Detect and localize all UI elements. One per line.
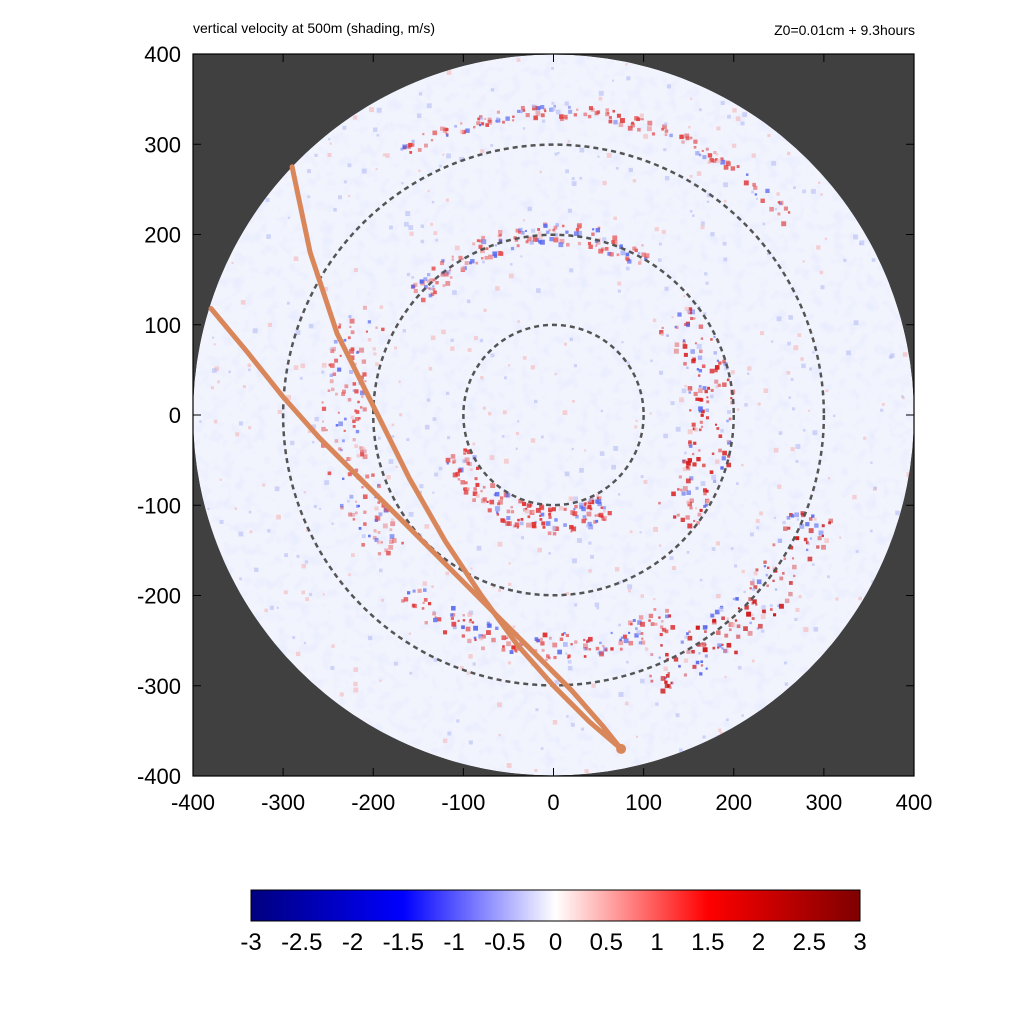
colorbar-tick-label: -2 [342,929,363,956]
y-tick-label: 100 [144,313,181,338]
x-tick-label: 200 [715,790,752,815]
velocity-field [193,54,914,776]
x-tick-label: -200 [351,790,395,815]
colorbar-tick-label: 0.5 [590,929,623,956]
y-tick-label: -300 [137,674,181,699]
range-ring-100 [462,323,645,507]
colorbar: -3 -2.5 -2 -1.5 -1 -0.5 0 0.5 1 1.5 2 2.5 3 [240,889,867,956]
chart-subtitle: Z0=0.01cm + 9.3hours [774,22,915,38]
x-tick-label: 0 [547,790,559,815]
storm-tracks [208,164,627,754]
x-tick-label: 100 [625,790,662,815]
y-tick-label: -200 [137,584,181,609]
colorbar-tick-label: 2.5 [793,929,826,956]
field-texture [193,54,914,776]
range-ring-200 [372,233,735,597]
y-tick-label: -100 [137,493,181,518]
colorbar-tick-label: -1 [443,929,464,956]
track-1 [289,164,624,752]
colorbar-tick-label: -3 [240,929,261,956]
colorbar-tick-label: -2.5 [281,929,322,956]
y-tick-label: 400 [144,42,181,67]
colorbar-tick-label: 1.5 [691,929,724,956]
axes: -400 -300 -200 -100 0 100 200 300 400 -400 -300 -20… [137,42,932,815]
x-tick-label: 400 [896,790,933,815]
colorbar-tick-label: 2 [752,929,765,956]
velocity-cells [199,58,912,774]
y-tick-label: -400 [137,764,181,789]
track-end-marker [616,743,627,754]
x-tick-label: 300 [806,790,843,815]
colorbar-tick-label: -1.5 [383,929,424,956]
y-tick-label: 0 [169,403,181,428]
y-tick-label: 200 [144,223,181,248]
x-tick-label: -100 [441,790,485,815]
x-tick-label: -300 [261,790,305,815]
colorbar-tick-label: 0 [549,929,562,956]
colorbar-tick-label: -0.5 [484,929,525,956]
colorbar-gradient [250,889,861,922]
colorbar-tick-label: 3 [853,929,866,956]
y-tick-label: 300 [144,132,181,157]
chart-title: vertical velocity at 500m (shading, m/s) [193,20,435,36]
track-2 [208,306,624,752]
x-tick-label: -400 [171,790,215,815]
colorbar-tick-label: 1 [650,929,663,956]
